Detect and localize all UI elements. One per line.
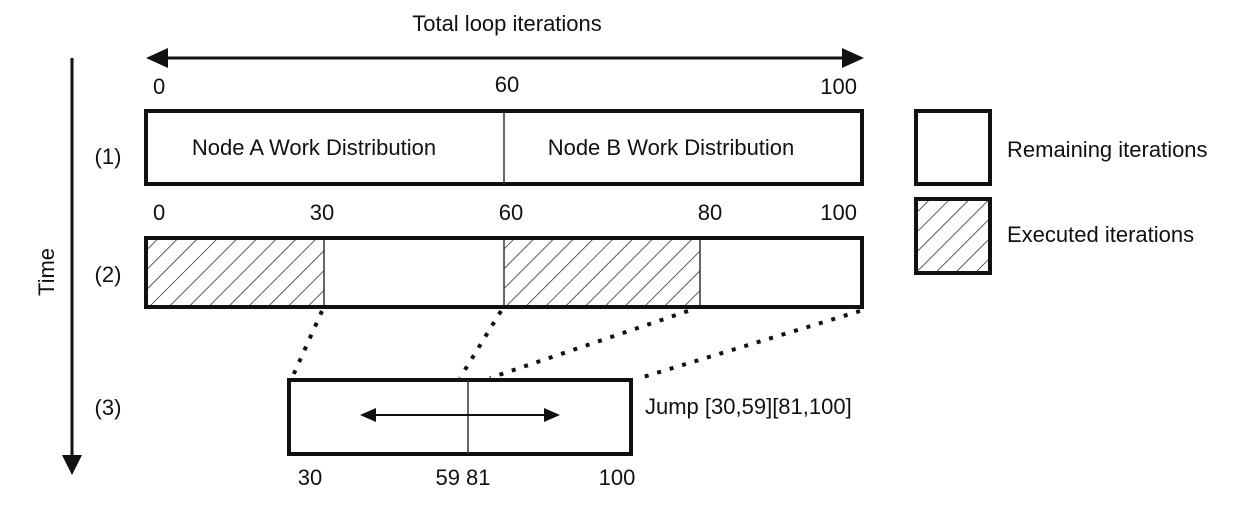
row-2-tick-0: 0 [153, 200, 165, 225]
zoom-connector-lines [290, 309, 861, 380]
row-2-bar [144, 236, 864, 309]
legend: Remaining iterations Executed iterations [914, 109, 1208, 275]
row-2-tick-100: 100 [820, 200, 857, 225]
legend-executed-label: Executed iterations [1007, 222, 1194, 247]
row-1-bar [144, 109, 864, 186]
row-2-tick-60: 60 [499, 200, 523, 225]
row-3-label: (3) [95, 395, 122, 420]
row-3-tick-30: 30 [298, 465, 322, 490]
row-3-tick-100: 100 [599, 465, 636, 490]
row-2-tick-80: 80 [698, 200, 722, 225]
time-axis-label: Time [34, 248, 59, 296]
node-a-segment-label: Node A Work Distribution [192, 135, 436, 160]
legend-executed-swatch [914, 197, 992, 275]
row-1-tick-100: 100 [820, 74, 857, 99]
row-1-tick-0: 0 [153, 74, 165, 99]
total-iterations-arrow [146, 48, 864, 68]
row-3-bar [287, 378, 633, 456]
row-1-tick-60: 60 [495, 72, 519, 97]
row-2-tick-30: 30 [310, 200, 334, 225]
diagram-title: Total loop iterations [412, 11, 602, 36]
jump-annotation: Jump [30,59][81,100] [645, 394, 852, 419]
node-b-segment-label: Node B Work Distribution [548, 135, 795, 160]
time-arrow [62, 58, 82, 475]
jump-double-arrow [360, 408, 560, 422]
row-2-label: (2) [95, 262, 122, 287]
row-3-tick-59-81: 59 81 [435, 465, 490, 490]
row-1-label: (1) [95, 144, 122, 169]
legend-remaining-swatch [914, 109, 992, 186]
legend-remaining-label: Remaining iterations [1007, 137, 1208, 162]
